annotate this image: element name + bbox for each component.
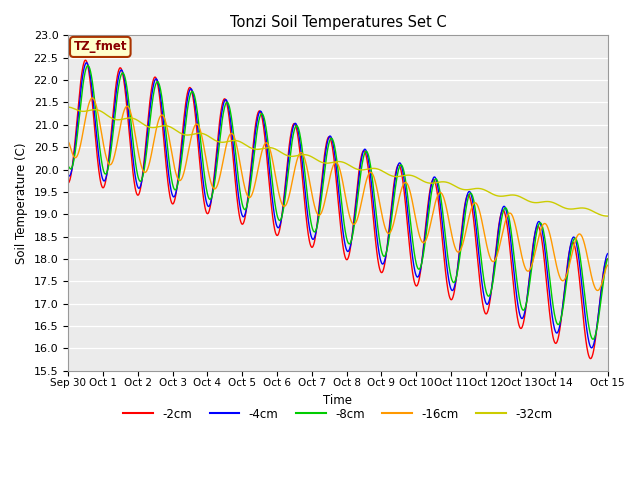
Text: TZ_fmet: TZ_fmet (74, 40, 127, 53)
Title: Tonzi Soil Temperatures Set C: Tonzi Soil Temperatures Set C (230, 15, 446, 30)
X-axis label: Time: Time (323, 394, 353, 407)
Legend: -2cm, -4cm, -8cm, -16cm, -32cm: -2cm, -4cm, -8cm, -16cm, -32cm (118, 403, 557, 425)
Y-axis label: Soil Temperature (C): Soil Temperature (C) (15, 142, 28, 264)
